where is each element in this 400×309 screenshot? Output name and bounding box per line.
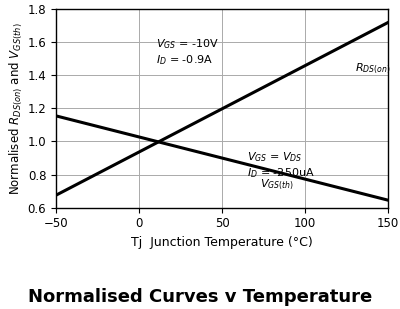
- X-axis label: Tj  Junction Temperature (°C): Tj Junction Temperature (°C): [131, 236, 313, 249]
- Text: $V_{GS(th)}$: $V_{GS(th)}$: [260, 177, 294, 192]
- Text: $V_{GS}$ = -10V
$I_D$ = -0.9A: $V_{GS}$ = -10V $I_D$ = -0.9A: [156, 37, 218, 67]
- Text: $R_{DS(on)}$: $R_{DS(on)}$: [355, 61, 390, 76]
- Text: $V_{GS}$ = $V_{DS}$
$I_D$ = -250uA: $V_{GS}$ = $V_{DS}$ $I_D$ = -250uA: [247, 150, 315, 180]
- Text: Normalised Curves v Temperature: Normalised Curves v Temperature: [28, 288, 372, 306]
- Y-axis label: Normalised $R_{DS(on)}$ and $V_{GS(th)}$: Normalised $R_{DS(on)}$ and $V_{GS(th)}$: [7, 22, 25, 195]
